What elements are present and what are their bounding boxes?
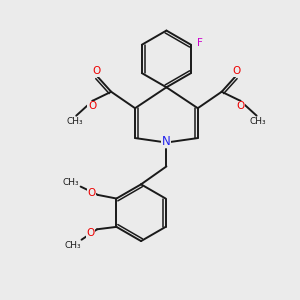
Text: O: O xyxy=(232,67,241,76)
Text: O: O xyxy=(88,101,96,111)
Text: CH₃: CH₃ xyxy=(66,117,83,126)
Text: O: O xyxy=(92,67,100,76)
Text: N: N xyxy=(162,134,171,148)
Text: O: O xyxy=(87,188,95,198)
Text: CH₃: CH₃ xyxy=(63,178,80,187)
Text: F: F xyxy=(197,38,203,48)
Text: O: O xyxy=(237,101,245,111)
Text: O: O xyxy=(86,228,94,238)
Text: CH₃: CH₃ xyxy=(64,241,81,250)
Text: CH₃: CH₃ xyxy=(250,117,266,126)
